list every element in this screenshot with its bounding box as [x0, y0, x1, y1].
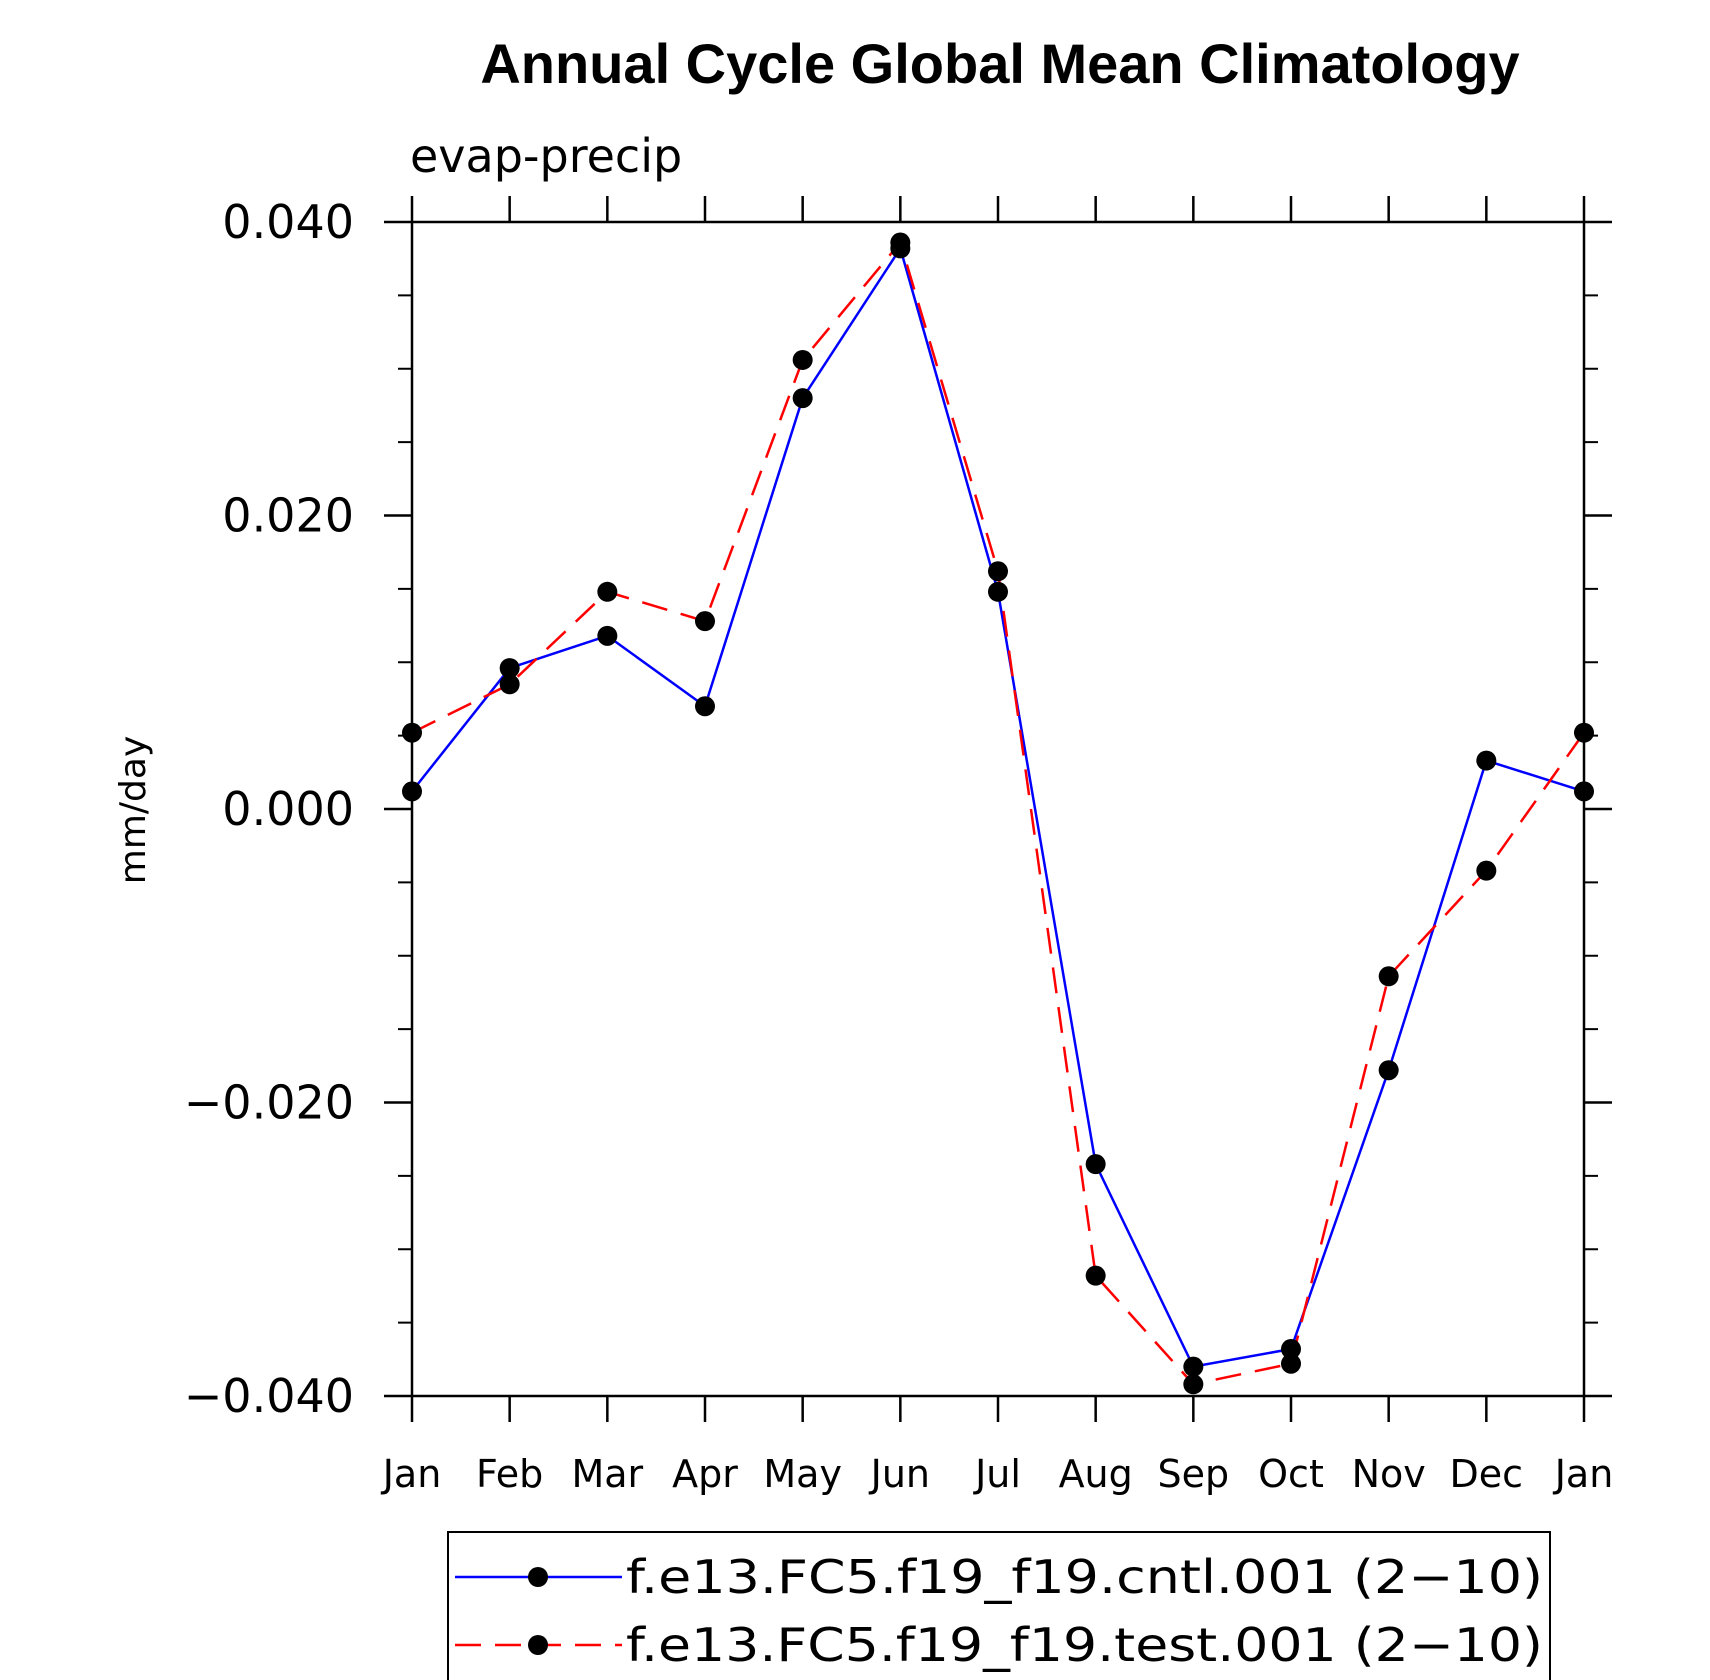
y-tick-label: 0.020 [222, 489, 354, 543]
series-1-point [1574, 781, 1594, 802]
series-1-point [402, 781, 422, 802]
series-1-point [499, 658, 520, 679]
y-tick-label: 0.040 [222, 195, 354, 249]
series-1-point [1476, 750, 1497, 771]
series-1-point [1183, 1356, 1204, 1377]
series-2-point [792, 349, 813, 370]
legend-marker-2 [528, 1635, 548, 1655]
series-2-point [597, 581, 618, 602]
x-tick-label: Jul [973, 1452, 1021, 1496]
x-tick-label: Jun [869, 1452, 930, 1496]
series-2-point [695, 611, 715, 632]
axes: Jan Feb Mar Apr May Jun Jul Aug Sep Oct Nov Dec Jan−… [184, 195, 1614, 1496]
x-tick-label: Feb [476, 1452, 543, 1496]
series-2-point [402, 722, 422, 743]
series-2-point [1476, 860, 1497, 881]
legend-label-2: f.e13.FC5.f19_f19.test.001 (2−10) [626, 1618, 1543, 1672]
series-1-point [792, 388, 813, 409]
legend-items: f.e13.FC5.f19_f19.cntl.001 (2−10) f.e13.F… [455, 1550, 1543, 1672]
series-1-point [1281, 1339, 1301, 1360]
series-1-point [597, 625, 618, 646]
series-1-point [988, 581, 1008, 602]
series-2-point [499, 674, 520, 695]
series-2-point [1183, 1374, 1204, 1395]
legend: f.e13.FC5.f19_f19.cntl.001 (2−10) f.e13.F… [447, 1531, 1551, 1680]
series-2-point [1378, 966, 1399, 987]
x-tick-label: Apr [672, 1452, 738, 1496]
x-tick-label: Aug [1059, 1452, 1133, 1496]
chart-subtitle: evap-precip [410, 129, 682, 183]
x-tick-label: Nov [1352, 1452, 1426, 1496]
y-tick-label: 0.000 [222, 782, 354, 836]
series-2-point [1574, 722, 1594, 743]
x-tick-label: May [763, 1452, 842, 1496]
y-tick-label: −0.020 [184, 1076, 354, 1130]
legend-marker-1 [528, 1567, 548, 1587]
x-tick-label: Jan [1553, 1452, 1614, 1496]
legend-label-1: f.e13.FC5.f19_f19.cntl.001 (2−10) [626, 1550, 1543, 1604]
series-layer [402, 232, 1594, 1395]
series-1-point [695, 696, 715, 717]
series-2-point [988, 561, 1008, 582]
chart-title: Annual Cycle Global Mean Climatology [480, 32, 1519, 95]
series-2-point [1085, 1265, 1106, 1286]
x-tick-label: Sep [1158, 1452, 1230, 1496]
series-2-point [1281, 1353, 1301, 1374]
y-tick-label: −0.040 [184, 1369, 354, 1423]
x-tick-label: Oct [1258, 1452, 1324, 1496]
series-1-point [1378, 1060, 1399, 1081]
x-tick-label: Jan [381, 1452, 442, 1496]
series-2-point [890, 232, 911, 253]
series-1-point [1085, 1154, 1106, 1175]
x-tick-label: Mar [571, 1452, 643, 1496]
y-axis-label: mm/day [113, 736, 154, 884]
legend-box [447, 1531, 1551, 1680]
x-tick-label: Dec [1450, 1452, 1524, 1496]
